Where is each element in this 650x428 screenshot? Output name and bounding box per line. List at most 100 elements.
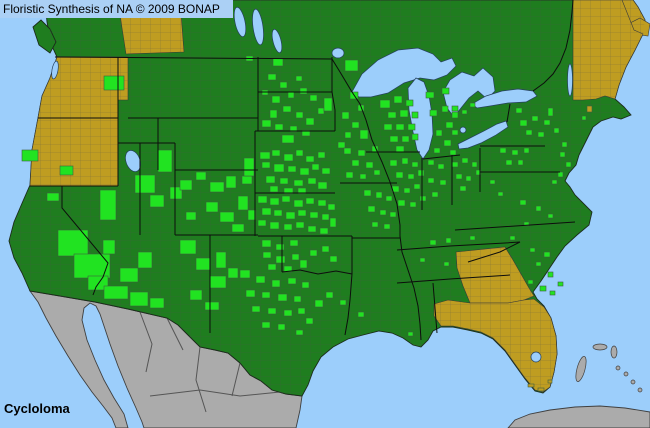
county-marker (307, 177, 317, 185)
cuba (507, 405, 650, 428)
lake-superior (351, 47, 457, 98)
bahamas (575, 343, 643, 393)
county-marker (285, 211, 296, 220)
county-marker (57, 229, 89, 257)
county-marker (371, 221, 379, 228)
county-marker (383, 123, 393, 131)
county-marker (261, 119, 272, 128)
county-marker (407, 173, 415, 180)
county-marker (389, 135, 399, 143)
county-marker (73, 253, 111, 279)
county-marker (299, 167, 310, 176)
county-marker (425, 91, 435, 99)
county-marker (344, 59, 359, 72)
county-marker (321, 213, 330, 221)
county-marker (535, 205, 542, 212)
county-marker (547, 271, 554, 278)
county-marker (261, 239, 272, 248)
county-marker (314, 299, 324, 308)
county-marker (429, 239, 437, 246)
county-marker (271, 149, 281, 157)
county-marker (295, 149, 304, 157)
county-marker (185, 211, 197, 221)
county-marker (523, 147, 530, 154)
county-marker (547, 213, 554, 219)
county-marker (549, 290, 556, 296)
county-marker (433, 147, 441, 154)
county-marker (441, 87, 450, 95)
county-marker (149, 297, 165, 309)
county-marker (397, 199, 406, 207)
lake-st-clair (459, 126, 467, 134)
county-marker (559, 151, 566, 158)
county-marker (451, 161, 459, 168)
county-marker (403, 187, 411, 194)
county-marker (405, 99, 414, 107)
county-marker (204, 301, 220, 311)
county-marker (561, 141, 568, 148)
county-marker (505, 159, 513, 166)
lake-champlain (567, 63, 573, 97)
county-marker (281, 195, 291, 203)
county-marker (261, 161, 271, 169)
county-marker (237, 195, 249, 211)
county-marker (341, 111, 350, 120)
county-marker (195, 257, 211, 271)
county-marker (267, 263, 277, 271)
county-marker (277, 293, 288, 302)
county-marker (451, 105, 459, 112)
county-marker (261, 291, 271, 299)
county-marker (471, 161, 478, 168)
county-marker (511, 149, 519, 156)
county-marker (357, 311, 365, 318)
county-marker (287, 91, 295, 99)
county-marker (261, 207, 272, 216)
county-marker (295, 329, 304, 336)
county-marker (321, 245, 330, 253)
county-marker (319, 227, 329, 235)
county-marker (317, 107, 325, 115)
county-marker (469, 102, 476, 108)
county-marker (329, 255, 338, 263)
county-marker (525, 129, 533, 136)
county-marker (441, 105, 449, 113)
county-marker (269, 185, 279, 193)
county-marker (239, 269, 251, 279)
county-marker (379, 209, 387, 216)
county-marker (219, 211, 235, 223)
county-marker (365, 161, 374, 169)
county-marker (389, 211, 397, 218)
county-marker (179, 239, 197, 255)
county-marker (103, 75, 125, 91)
county-marker (309, 211, 319, 219)
county-marker (87, 275, 109, 291)
county-marker (283, 265, 293, 273)
county-marker (215, 251, 227, 269)
county-marker (287, 165, 297, 173)
county-marker (451, 111, 459, 119)
county-marker (395, 145, 405, 153)
county-marker (527, 383, 535, 388)
county-marker (317, 199, 327, 207)
county-marker (327, 203, 336, 211)
county-marker (291, 253, 300, 261)
county-marker (279, 81, 288, 89)
county-marker (255, 275, 266, 284)
county-marker (46, 192, 60, 202)
county-marker (297, 187, 307, 195)
county-marker (295, 111, 304, 119)
county-marker (389, 159, 398, 167)
county-marker (517, 159, 524, 166)
county-marker (445, 121, 454, 129)
county-marker (169, 186, 183, 200)
county-marker (293, 179, 304, 187)
county-marker (519, 199, 527, 206)
county-marker (305, 317, 314, 325)
county-marker (407, 123, 416, 131)
county-marker (537, 131, 545, 138)
county-marker (269, 197, 280, 206)
county-marker (262, 251, 272, 259)
map-title: Floristic Synthesis of NA © 2009 BONAP (3, 2, 220, 16)
county-marker (379, 99, 391, 109)
